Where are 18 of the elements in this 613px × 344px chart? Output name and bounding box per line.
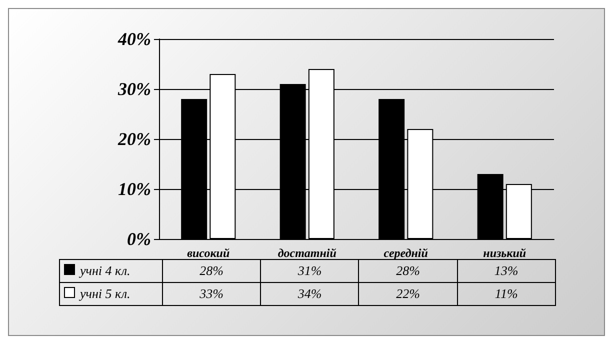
x-tick-label: низький — [483, 246, 526, 260]
x-tick-label: високий — [187, 246, 230, 260]
data-label: 33% — [162, 282, 261, 306]
data-label: 22% — [358, 282, 458, 306]
y-tick-label: 20% — [117, 129, 151, 149]
data-label: 11% — [457, 282, 556, 306]
data-label: 31% — [260, 260, 359, 282]
data-label: 28% — [358, 260, 458, 282]
y-tick-label: 40% — [117, 29, 151, 49]
data-label: 28% — [162, 260, 261, 282]
x-tick-label: достатній — [278, 246, 337, 260]
y-tick-label: 0% — [127, 229, 151, 249]
legend-label: учні 4 кл. — [80, 263, 130, 278]
y-tick-label: 10% — [118, 179, 151, 199]
legend-label: учні 5 кл. — [80, 286, 130, 301]
y-tick-label: 30% — [117, 79, 151, 99]
data-label: 34% — [260, 282, 359, 306]
data-label: 13% — [457, 260, 556, 282]
